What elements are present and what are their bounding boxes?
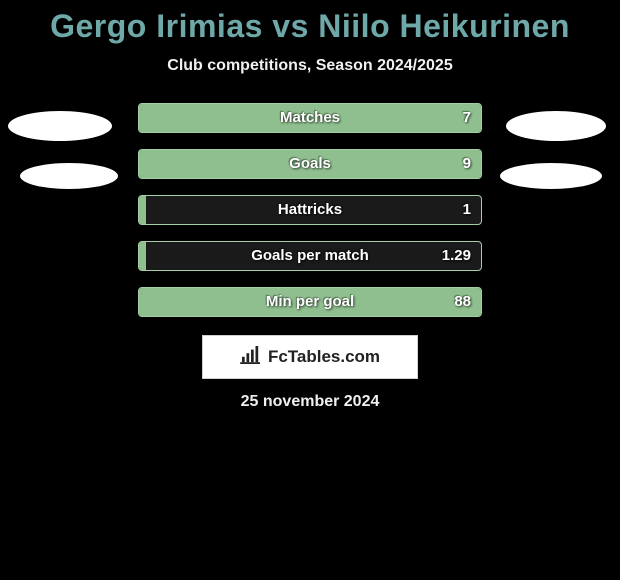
stat-bar-label: Hattricks [139,196,481,224]
player-right-oval-1 [506,111,606,141]
stat-bar-value: 1.29 [442,242,471,270]
stat-bar: Min per goal88 [138,287,482,317]
player-left-oval-2 [20,163,118,189]
stat-bar: Matches7 [138,103,482,133]
stat-bar: Hattricks1 [138,195,482,225]
date-text: 25 november 2024 [0,393,620,411]
page-title: Gergo Irimias vs Niilo Heikurinen [0,8,620,45]
stat-bar-label: Min per goal [139,288,481,316]
logo-text: FcTables.com [268,347,380,367]
bar-chart-icon [240,346,262,369]
stat-bar-label: Matches [139,104,481,132]
stat-bar-value: 7 [463,104,471,132]
subtitle: Club competitions, Season 2024/2025 [0,57,620,75]
stat-bar-value: 9 [463,150,471,178]
stat-bar-value: 88 [454,288,471,316]
player-left-oval-1 [8,111,112,141]
stat-bar-label: Goals per match [139,242,481,270]
comparison-card: Gergo Irimias vs Niilo Heikurinen Club c… [0,0,620,411]
stat-bar: Goals9 [138,149,482,179]
stat-bar: Goals per match1.29 [138,241,482,271]
logo-box[interactable]: FcTables.com [202,335,418,379]
stat-bar-label: Goals [139,150,481,178]
stats-area: Matches7Goals9Hattricks1Goals per match1… [0,103,620,317]
stat-bar-value: 1 [463,196,471,224]
player-right-oval-2 [500,163,602,189]
